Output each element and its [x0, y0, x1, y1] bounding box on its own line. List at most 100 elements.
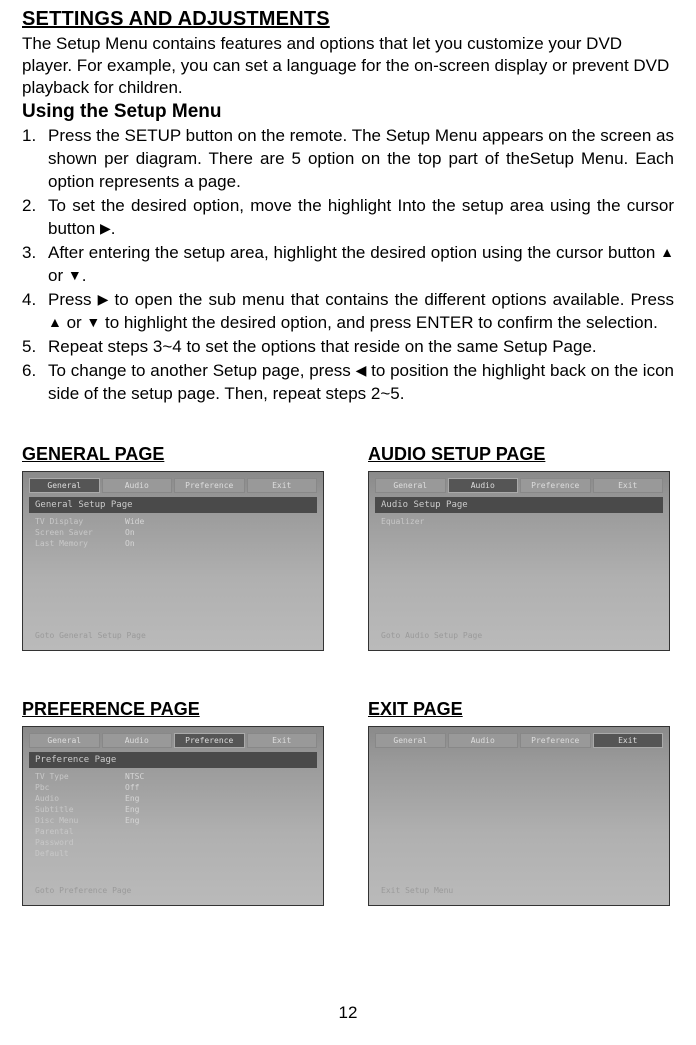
setting-label: Parental: [35, 827, 125, 836]
step-text-pre: After entering the setup area, highlight…: [48, 243, 660, 262]
setup-tab: Exit: [247, 478, 318, 493]
step-text: Press the SETUP button on the remote. Th…: [48, 125, 674, 194]
setting-row: TV DisplayWide: [29, 516, 317, 527]
setting-label: Screen Saver: [35, 528, 125, 537]
goto-text: Exit Setup Menu: [381, 886, 453, 895]
tab-row: GeneralAudioPreferenceExit: [29, 478, 317, 493]
step-3: 3. After entering the setup area, highli…: [22, 242, 674, 288]
setting-value: Eng: [125, 794, 139, 803]
setting-label: Disc Menu: [35, 816, 125, 825]
step-5: 5. Repeat steps 3~4 to set the options t…: [22, 336, 674, 359]
setup-tab: Audio: [448, 478, 519, 493]
setting-row: Disc MenuEng: [29, 815, 317, 826]
step-text-pre: To set the desired option, move the high…: [48, 196, 674, 238]
preference-page-block: PREFERENCE PAGE GeneralAudioPreferenceEx…: [22, 699, 328, 906]
setting-row: PbcOff: [29, 782, 317, 793]
step-number: 6.: [22, 360, 48, 406]
setting-row: SubtitleEng: [29, 804, 317, 815]
step-text: To change to another Setup page, press ◀…: [48, 360, 674, 406]
setup-tab: Exit: [247, 733, 318, 748]
step-number: 3.: [22, 242, 48, 288]
left-arrow-icon: ◀: [356, 361, 367, 380]
setup-tab: Preference: [174, 478, 245, 493]
goto-text: Goto General Setup Page: [35, 631, 146, 640]
screen-row-1: GENERAL PAGE GeneralAudioPreferenceExitG…: [22, 444, 674, 651]
setting-value: Eng: [125, 816, 139, 825]
preference-page-label: PREFERENCE PAGE: [22, 699, 328, 720]
screen-row-2: PREFERENCE PAGE GeneralAudioPreferenceEx…: [22, 699, 674, 906]
step-text-mid: to open the sub menu that contains the d…: [108, 290, 674, 309]
setup-tab: General: [375, 733, 446, 748]
exit-page-block: EXIT PAGE GeneralAudioPreferenceExitExit…: [368, 699, 674, 906]
setting-label: Last Memory: [35, 539, 125, 548]
audio-page-block: AUDIO SETUP PAGE GeneralAudioPreferenceE…: [368, 444, 674, 651]
page-number: 12: [339, 1003, 358, 1023]
audio-page-label: AUDIO SETUP PAGE: [368, 444, 674, 465]
exit-page-label: EXIT PAGE: [368, 699, 674, 720]
setup-tab: Preference: [174, 733, 245, 748]
step-text-post: to highlight the desired option, and pre…: [100, 313, 658, 332]
setting-value: Wide: [125, 517, 144, 526]
up-arrow-icon: ▲: [660, 243, 674, 262]
screens-section: GENERAL PAGE GeneralAudioPreferenceExitG…: [22, 444, 674, 906]
step-text-pre: Press: [48, 290, 98, 309]
setting-value: Off: [125, 783, 139, 792]
setting-row: Last MemoryOn: [29, 538, 317, 549]
setup-tab: Exit: [593, 733, 664, 748]
steps-list: 1. Press the SETUP button on the remote.…: [22, 125, 674, 405]
setting-label: Audio: [35, 794, 125, 803]
step-text: After entering the setup area, highlight…: [48, 242, 674, 288]
setup-tab: Preference: [520, 733, 591, 748]
step-4: 4. Press ▶ to open the sub menu that con…: [22, 289, 674, 335]
setup-page-header: General Setup Page: [29, 497, 317, 513]
page-title: SETTINGS AND ADJUSTMENTS: [22, 8, 674, 31]
step-text-mid: or: [48, 266, 68, 285]
up-arrow-icon: ▲: [48, 313, 62, 332]
step-text: Repeat steps 3~4 to set the options that…: [48, 336, 674, 359]
setting-row: Equalizer: [375, 516, 663, 527]
tab-row: GeneralAudioPreferenceExit: [375, 478, 663, 493]
preference-page-screen: GeneralAudioPreferenceExitPreference Pag…: [22, 726, 324, 906]
step-text: To set the desired option, move the high…: [48, 195, 674, 241]
goto-text: Goto Audio Setup Page: [381, 631, 482, 640]
step-text: Press ▶ to open the sub menu that contai…: [48, 289, 674, 335]
setting-label: Default: [35, 849, 125, 858]
goto-text: Goto Preference Page: [35, 886, 131, 895]
step-2: 2. To set the desired option, move the h…: [22, 195, 674, 241]
step-1: 1. Press the SETUP button on the remote.…: [22, 125, 674, 194]
setting-row: AudioEng: [29, 793, 317, 804]
exit-page-screen: GeneralAudioPreferenceExit Exit Setup Men…: [368, 726, 670, 906]
setting-label: Equalizer: [381, 517, 471, 526]
general-page-screen: GeneralAudioPreferenceExit General Setup …: [22, 471, 324, 651]
setup-tab: General: [29, 478, 100, 493]
setup-tab: Preference: [520, 478, 591, 493]
setting-row: Screen SaverOn: [29, 527, 317, 538]
step-text-pre: To change to another Setup page, press: [48, 361, 356, 380]
setting-value: On: [125, 539, 135, 548]
step-number: 5.: [22, 336, 48, 359]
right-arrow-icon: ▶: [98, 290, 109, 309]
setting-row: Password: [29, 837, 317, 848]
setup-tab: Audio: [448, 733, 519, 748]
down-arrow-icon: ▼: [86, 313, 100, 332]
intro-text: The Setup Menu contains features and opt…: [22, 33, 674, 99]
setup-tab: Exit: [593, 478, 664, 493]
right-arrow-icon: ▶: [100, 219, 111, 238]
setup-page-header: Audio Setup Page: [375, 497, 663, 513]
setting-value: Eng: [125, 805, 139, 814]
setting-label: Pbc: [35, 783, 125, 792]
section-subtitle: Using the Setup Menu: [22, 101, 674, 123]
audio-page-screen: GeneralAudioPreferenceExit Audio Setup Pa…: [368, 471, 670, 651]
setup-tab: General: [29, 733, 100, 748]
tab-row: GeneralAudioPreferenceExit: [375, 733, 663, 748]
setting-label: Subtitle: [35, 805, 125, 814]
general-page-block: GENERAL PAGE GeneralAudioPreferenceExitG…: [22, 444, 328, 651]
setup-tab: Audio: [102, 478, 173, 493]
setting-label: Password: [35, 838, 125, 847]
setting-label: TV Display: [35, 517, 125, 526]
setting-value: NTSC: [125, 772, 144, 781]
step-number: 1.: [22, 125, 48, 194]
setup-tab: General: [375, 478, 446, 493]
setup-tab: Audio: [102, 733, 173, 748]
step-6: 6. To change to another Setup page, pres…: [22, 360, 674, 406]
